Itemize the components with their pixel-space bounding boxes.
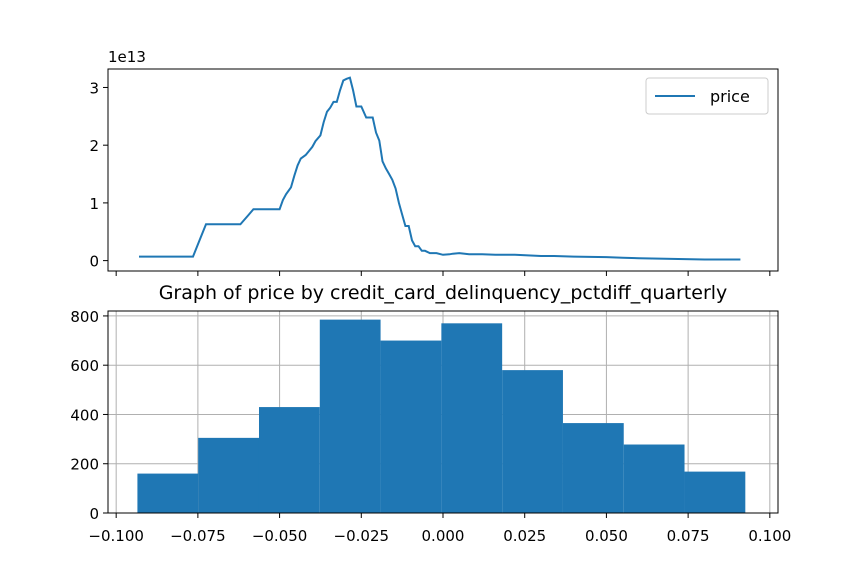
y-tick-label: 2 xyxy=(89,137,99,155)
x-tick-label: 0.025 xyxy=(503,527,546,545)
y-tick-label: 0 xyxy=(89,253,99,271)
y-tick-label: 3 xyxy=(89,79,99,97)
y-axis-ticks: 0 1 2 3 xyxy=(89,79,108,271)
y-tick-label: 200 xyxy=(70,456,99,474)
y-tick-label: 600 xyxy=(70,357,99,375)
y-axis-ticks: 0 200 400 600 800 xyxy=(70,308,108,523)
axes-frame xyxy=(107,310,779,514)
x-axis-ticks: −0.100 −0.075 −0.050 −0.025 0.000 0.025 0.050 0… xyxy=(88,513,791,545)
chart-title: Graph of price by credit_card_delinquenc… xyxy=(159,282,728,304)
histogram-bar xyxy=(562,423,624,513)
histogram-chart: Graph of price by credit_card_delinquenc… xyxy=(70,282,791,545)
x-tick-label: 0.050 xyxy=(585,527,628,545)
histogram-bar xyxy=(258,407,320,513)
y-tick-label: 1 xyxy=(89,195,99,213)
histogram-bar xyxy=(441,323,503,513)
x-tick-label: 0.100 xyxy=(748,527,791,545)
histogram-bar xyxy=(137,473,199,513)
y-tick-label: 400 xyxy=(70,406,99,424)
x-tick-label: −0.050 xyxy=(252,527,308,545)
price-series-line xyxy=(139,76,741,261)
x-axis-ticks xyxy=(115,271,771,276)
x-tick-label: −0.025 xyxy=(334,527,390,545)
legend-box xyxy=(645,77,769,115)
x-tick-label: −0.075 xyxy=(170,527,226,545)
histogram-bar xyxy=(502,370,563,513)
histogram-bar xyxy=(684,471,746,513)
price-line-chart: 1e13 0 1 2 3 price xyxy=(89,48,779,276)
histogram-bar xyxy=(623,444,685,513)
histogram-bar xyxy=(319,319,381,513)
histogram-bars xyxy=(137,319,746,513)
x-tick-label: 0.075 xyxy=(667,527,710,545)
histogram-bar xyxy=(380,340,442,513)
legend-label-price: price xyxy=(710,87,750,106)
x-tick-label: −0.100 xyxy=(88,527,144,545)
histogram-bar xyxy=(198,437,259,513)
y-tick-label: 800 xyxy=(70,308,99,326)
legend: price xyxy=(645,77,769,115)
y-offset-label: 1e13 xyxy=(108,48,146,66)
axes-frame xyxy=(107,68,779,272)
y-tick-label: 0 xyxy=(89,505,99,523)
x-tick-label: 0.000 xyxy=(422,527,465,545)
